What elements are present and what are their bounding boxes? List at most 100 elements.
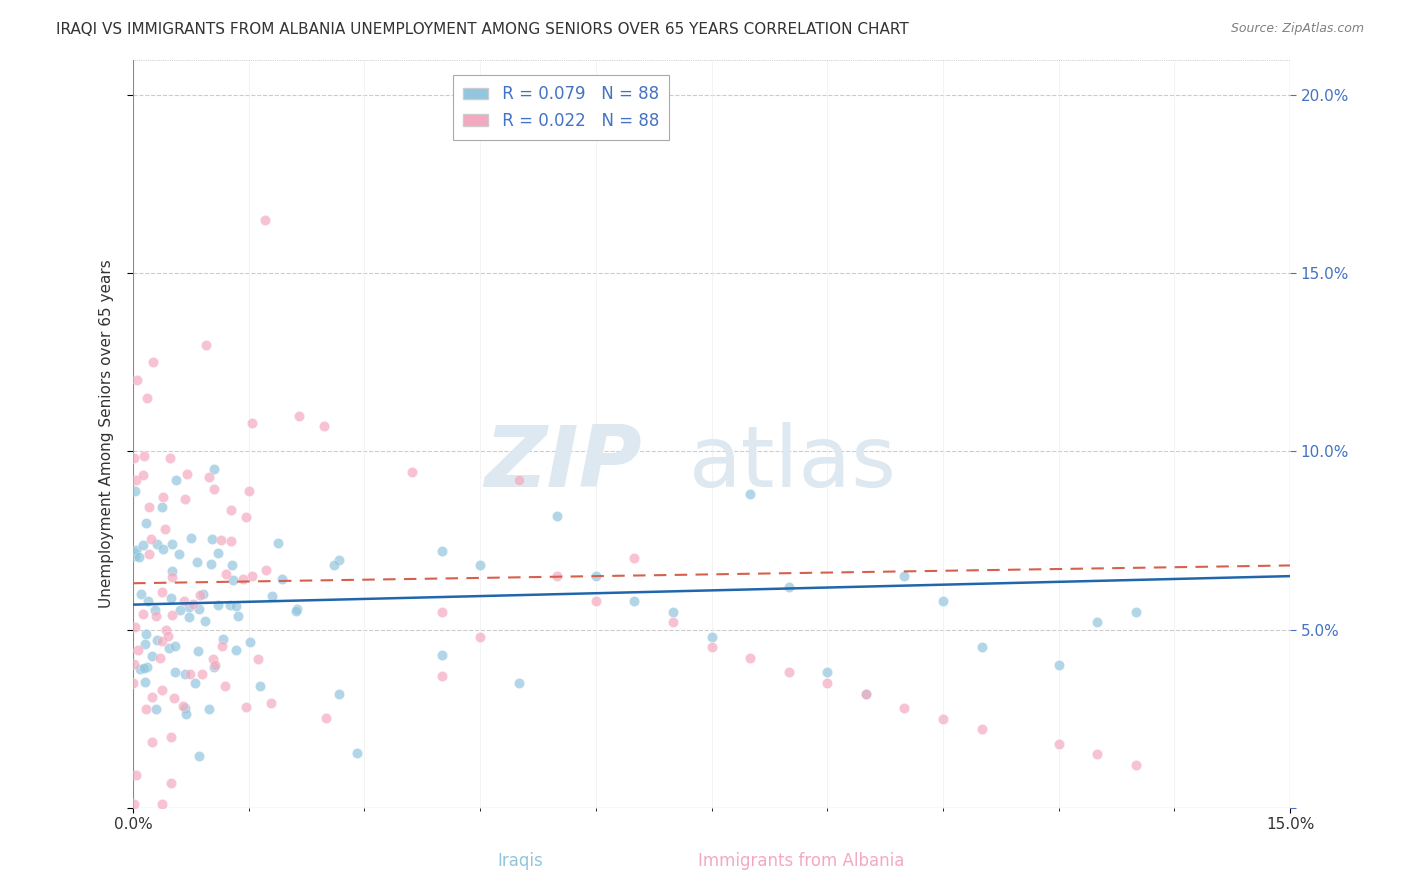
Point [157, 641, 180, 656]
Point [145, 702, 167, 716]
Point [202, 482, 225, 496]
Point [271, 572, 294, 586]
Point [187, 643, 209, 657]
Point [173, 700, 195, 714]
Point [122, 797, 145, 811]
Point [228, 608, 250, 623]
Point [215, 567, 238, 582]
Point [179, 667, 201, 681]
Point [159, 450, 181, 465]
Point [430, 669, 453, 683]
Point [249, 679, 271, 693]
Point [127, 643, 149, 657]
Point [740, 487, 762, 501]
Point [211, 639, 233, 653]
Point [240, 569, 263, 583]
Point [160, 564, 183, 578]
Point [346, 746, 368, 760]
Point [135, 391, 157, 405]
Point [284, 603, 307, 617]
Point [202, 462, 225, 476]
Point [160, 731, 183, 745]
Point [169, 603, 191, 617]
Point [131, 587, 153, 601]
Point [165, 473, 187, 487]
Point [328, 552, 350, 566]
Point [700, 630, 723, 644]
Point [1085, 615, 1108, 630]
Point [266, 536, 288, 550]
Point [893, 569, 915, 583]
Text: atlas: atlas [689, 422, 897, 505]
Text: Source: ZipAtlas.com: Source: ZipAtlas.com [1230, 22, 1364, 36]
Point [150, 683, 173, 698]
Point [235, 510, 257, 524]
Point [623, 594, 645, 608]
Point [470, 558, 492, 573]
Point [188, 748, 211, 763]
Point [238, 483, 260, 498]
Point [198, 701, 221, 715]
Point [135, 627, 157, 641]
Text: ZIP: ZIP [485, 422, 643, 505]
Point [546, 508, 568, 523]
Point [124, 768, 146, 782]
Point [124, 484, 146, 499]
Point [1047, 658, 1070, 673]
Point [138, 500, 160, 515]
Point [322, 558, 344, 573]
Point [328, 687, 350, 701]
Point [247, 651, 270, 665]
Point [221, 574, 243, 588]
Point [160, 591, 183, 606]
Point [430, 605, 453, 619]
Point [194, 337, 217, 351]
Point [815, 665, 838, 680]
Point [585, 594, 607, 608]
Point [155, 623, 177, 637]
Point [160, 537, 183, 551]
Point [135, 702, 157, 716]
Text: IRAQI VS IMMIGRANTS FROM ALBANIA UNEMPLOYMENT AMONG SENIORS OVER 65 YEARS CORREL: IRAQI VS IMMIGRANTS FROM ALBANIA UNEMPLO… [56, 22, 910, 37]
Point [207, 598, 229, 612]
Point [470, 630, 492, 644]
Point [180, 531, 202, 545]
Point [662, 615, 685, 630]
Point [172, 699, 194, 714]
Point [815, 676, 838, 690]
Point [1085, 747, 1108, 762]
Point [159, 776, 181, 790]
Point [134, 449, 156, 463]
Point [145, 609, 167, 624]
Point [141, 690, 163, 704]
Point [204, 658, 226, 673]
Point [152, 797, 174, 811]
Point [146, 633, 169, 648]
Point [177, 599, 200, 614]
Point [970, 723, 993, 737]
Point [138, 593, 160, 607]
Point [254, 213, 277, 227]
Point [127, 373, 149, 387]
Point [262, 589, 284, 603]
Point [508, 676, 530, 690]
Point [150, 633, 173, 648]
Point [225, 643, 247, 657]
Point [173, 594, 195, 608]
Point [167, 547, 190, 561]
Point [176, 467, 198, 482]
Point [125, 474, 148, 488]
Point [132, 468, 155, 483]
Point [188, 588, 211, 602]
Point [287, 409, 309, 423]
Point [124, 549, 146, 563]
Point [314, 419, 336, 434]
Point [778, 580, 800, 594]
Point [153, 522, 176, 536]
Point [125, 542, 148, 557]
Point [200, 557, 222, 571]
Point [1125, 605, 1147, 619]
Point [157, 629, 180, 643]
Point [174, 666, 197, 681]
Point [893, 701, 915, 715]
